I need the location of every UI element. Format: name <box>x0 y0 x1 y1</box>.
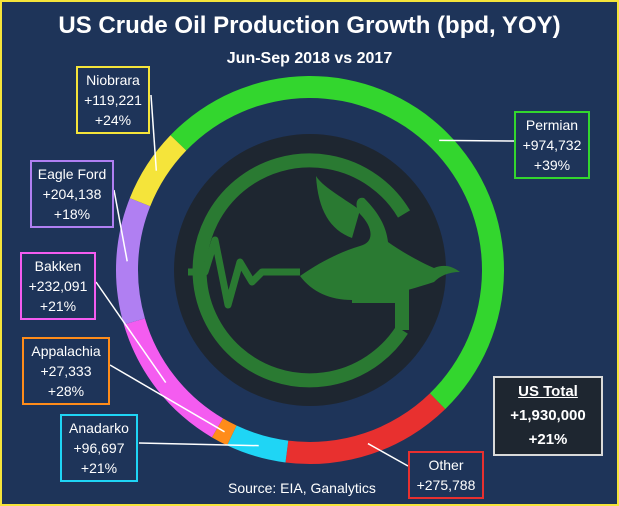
slice-bakken <box>123 318 223 438</box>
label-eagle-ford-pct: +18% <box>53 206 91 222</box>
label-other: Other +275,788 <box>408 451 484 499</box>
slice-other <box>285 393 446 464</box>
label-appalachia-name: Appalachia <box>31 343 101 359</box>
us-total-box: US Total +1,930,000 +21% <box>493 376 603 456</box>
leader-line-permian <box>439 139 515 142</box>
us-total-value: +1,930,000 <box>510 407 586 424</box>
leader-line-niobrara <box>150 94 158 171</box>
leader-line-anadarko <box>138 442 259 447</box>
label-niobrara-value: +119,221 <box>84 92 142 108</box>
label-bakken: Bakken +232,091 +21% <box>20 252 96 320</box>
label-niobrara: Niobrara +119,221 +24% <box>76 66 150 134</box>
slice-permian <box>170 75 505 410</box>
ganalytics-logo-icon <box>174 134 460 406</box>
label-eagle-ford: Eagle Ford +204,138 +18% <box>30 160 114 228</box>
label-bakken-name: Bakken <box>34 258 82 274</box>
leader-line-eagle-ford <box>113 189 128 262</box>
label-appalachia-value: +27,333 <box>40 363 92 379</box>
label-other-name: Other <box>428 457 464 473</box>
label-anadarko-name: Anadarko <box>69 420 129 436</box>
label-eagle-ford-name: Eagle Ford <box>37 166 107 182</box>
leader-line-bakken <box>95 281 167 383</box>
chart-title: US Crude Oil Production Growth (bpd, YOY… <box>58 12 561 39</box>
label-eagle-ford-value: +204,138 <box>42 186 102 202</box>
label-bakken-value: +232,091 <box>28 278 88 294</box>
label-permian-value: +974,732 <box>522 137 582 153</box>
us-total-label: US Total <box>518 383 578 400</box>
label-niobrara-pct: +24% <box>94 112 132 128</box>
chart-subtitle: Jun-Sep 2018 vs 2017 <box>226 50 393 67</box>
label-anadarko: Anadarko +96,697 +21% <box>60 414 138 482</box>
label-niobrara-name: Niobrara <box>86 72 140 88</box>
label-other-value: +275,788 <box>416 477 476 493</box>
leader-line-appalachia <box>109 364 225 433</box>
source-note: Source: EIA, Ganalytics <box>228 480 376 496</box>
label-permian: Permian +974,732 +39% <box>514 111 590 179</box>
label-anadarko-value: +96,697 <box>73 440 125 456</box>
us-total-pct: +21% <box>528 431 568 448</box>
slice-eagle-ford <box>115 198 151 325</box>
slice-anadarko <box>227 425 289 463</box>
label-anadarko-pct: +21% <box>80 460 118 476</box>
leader-line-other <box>367 442 409 467</box>
label-permian-pct: +39% <box>533 157 571 173</box>
slice-niobrara <box>129 135 187 207</box>
label-appalachia-pct: +28% <box>47 383 85 399</box>
label-permian-name: Permian <box>525 117 579 133</box>
label-bakken-pct: +21% <box>39 298 77 314</box>
label-appalachia: Appalachia +27,333 +28% <box>22 337 110 405</box>
